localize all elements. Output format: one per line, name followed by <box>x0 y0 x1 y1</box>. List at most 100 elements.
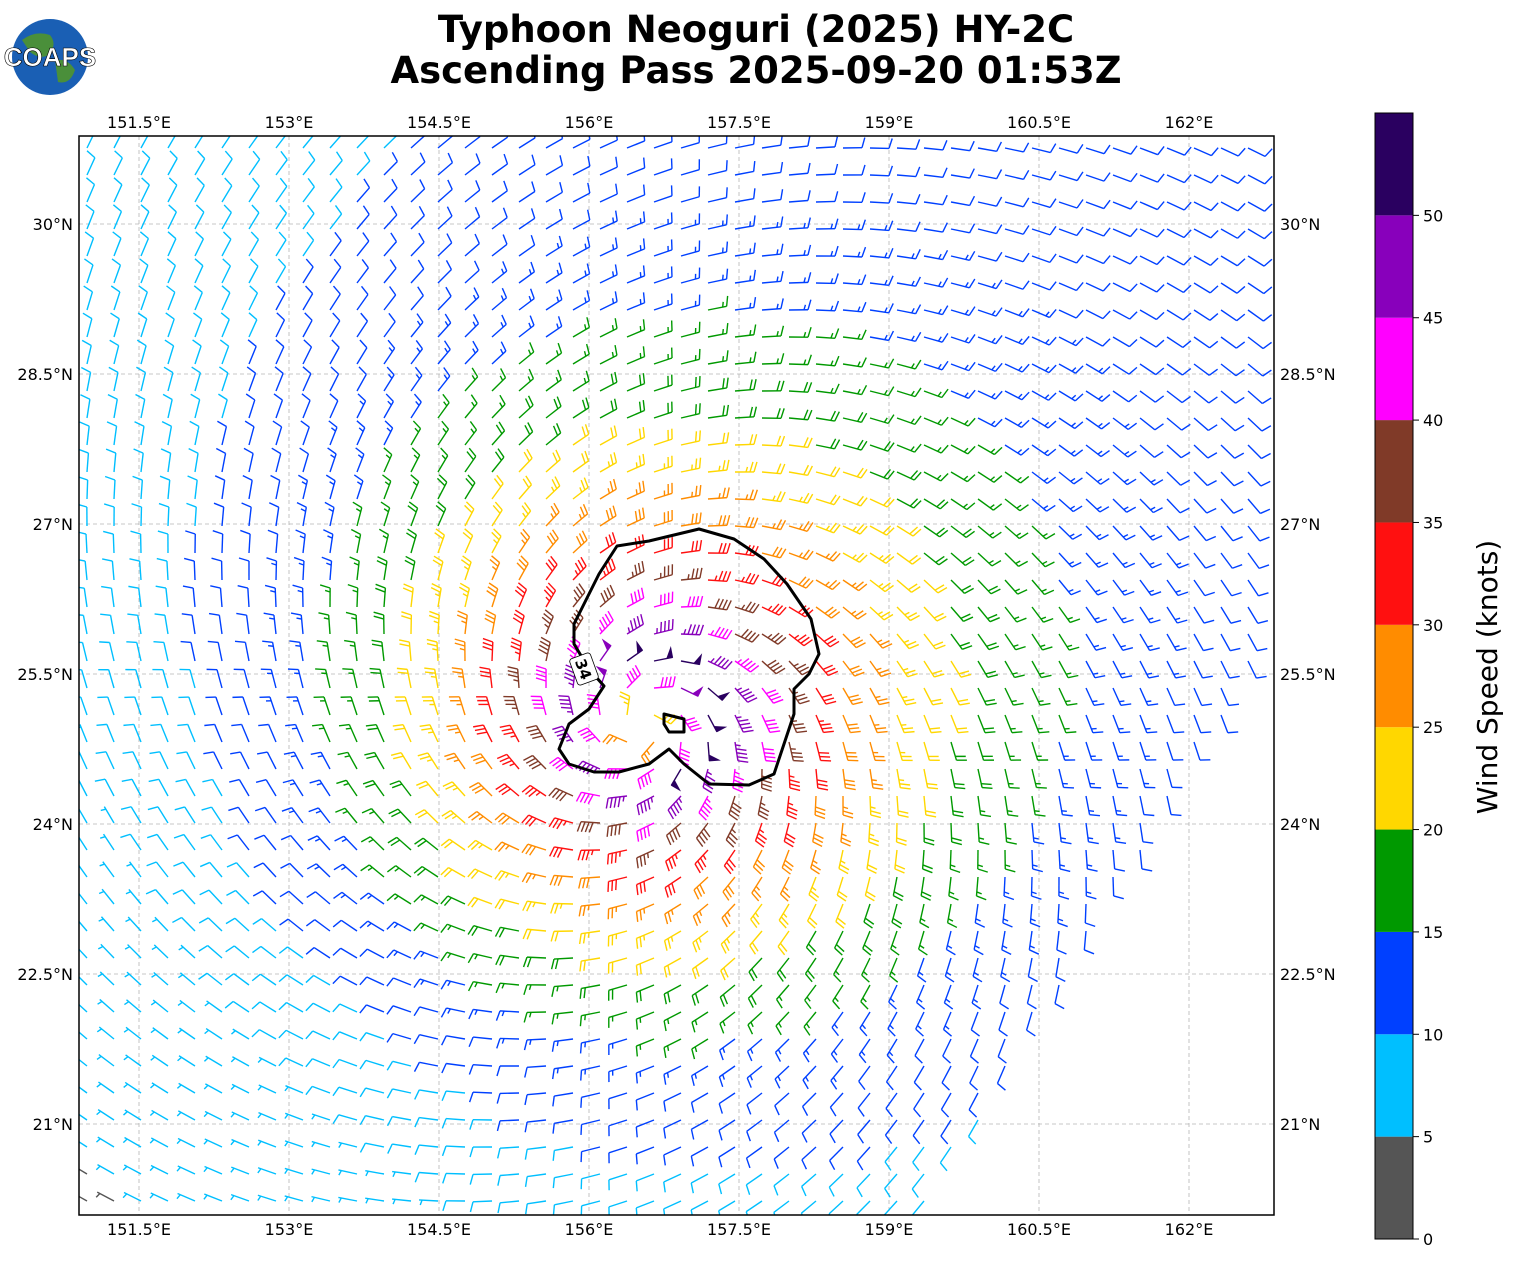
barb-half-feather <box>1097 450 1103 455</box>
wind-barb <box>707 136 728 149</box>
wind-barb <box>1004 225 1030 235</box>
barb-feather <box>357 393 367 402</box>
barb-staff <box>1004 417 1022 429</box>
barb-feather <box>112 231 122 239</box>
wind-barb <box>1004 444 1030 456</box>
barb-feather <box>466 451 475 461</box>
barb-feather <box>79 641 83 644</box>
wind-barb <box>599 156 618 176</box>
barb-staff <box>86 157 96 176</box>
barb-feather <box>1047 448 1057 457</box>
wind-barb <box>734 324 757 338</box>
barb-staff <box>788 768 791 789</box>
wind-barb <box>707 323 729 338</box>
barb-staff <box>680 385 700 392</box>
wind-barb <box>167 136 176 149</box>
barb-feather <box>468 447 477 457</box>
barb-staff <box>194 345 202 365</box>
wind-barb <box>734 379 757 392</box>
wind-barb <box>599 237 618 257</box>
barb-feather <box>475 153 481 164</box>
barb-half-feather <box>471 374 476 381</box>
barb-feather <box>365 125 370 134</box>
wind-barb <box>329 178 343 203</box>
barb-staff <box>140 238 150 257</box>
wind-barb <box>1112 444 1137 458</box>
barb-feather <box>585 397 590 408</box>
wind-barb <box>248 204 260 230</box>
barb-feather <box>1235 369 1245 377</box>
barb-staff <box>626 409 645 419</box>
barb-feather <box>198 124 205 132</box>
wind-barb <box>1220 471 1244 487</box>
barb-staff <box>599 408 618 419</box>
wind-barb <box>329 285 341 311</box>
barb-feather <box>722 378 725 389</box>
barb-staff <box>167 136 176 149</box>
wind-barb <box>139 258 149 284</box>
barb-staff <box>113 184 123 203</box>
barb-feather <box>501 314 507 325</box>
wind-barb <box>1166 255 1192 266</box>
wind-barb <box>302 136 314 149</box>
barb-half-feather <box>745 466 749 473</box>
barb-feather <box>369 667 381 671</box>
barb-staff <box>950 228 970 234</box>
barb-feather <box>780 298 784 309</box>
wind-barb <box>599 264 618 284</box>
barb-half-feather <box>803 250 806 256</box>
wind-barb <box>572 263 591 284</box>
wind-barb <box>923 388 949 399</box>
wind-barb <box>1193 174 1219 184</box>
wind-barb <box>1031 471 1057 484</box>
barb-staff <box>1247 228 1265 240</box>
barb-staff <box>491 430 506 446</box>
barb-feather <box>251 177 260 187</box>
barb-staff <box>167 345 175 365</box>
barb-staff <box>194 292 203 311</box>
barb-staff <box>626 436 645 446</box>
barb-staff <box>329 347 340 365</box>
wind-barb <box>491 180 508 203</box>
wind-barb <box>977 224 1003 235</box>
barb-half-feather <box>991 392 996 398</box>
barb-feather <box>887 442 895 452</box>
barb-half-feather <box>830 360 834 366</box>
barb-half-feather <box>611 271 615 277</box>
barb-staff <box>464 349 479 365</box>
barb-staff <box>1247 282 1265 295</box>
barb-feather <box>329 393 339 402</box>
wind-barb <box>923 444 949 454</box>
barb-feather <box>214 475 225 481</box>
wind-barb <box>1220 336 1246 349</box>
barb-half-feather <box>501 268 505 274</box>
barb-staff <box>599 327 618 338</box>
barb-feather <box>967 417 976 427</box>
wind-barb <box>572 370 590 392</box>
wind-barb <box>1058 444 1084 457</box>
barb-half-feather <box>359 400 365 406</box>
barb-half-feather <box>722 356 725 362</box>
barb-staff <box>1139 309 1157 321</box>
barb-feather <box>861 357 867 368</box>
barb-feather <box>1209 313 1219 321</box>
wind-barb <box>761 270 784 284</box>
barb-half-feather <box>268 644 274 647</box>
wind-barb <box>707 350 729 365</box>
barb-staff <box>734 416 755 419</box>
barb-feather <box>1183 174 1192 184</box>
wind-barb <box>356 312 369 338</box>
barb-feather <box>411 447 421 456</box>
barb-feather <box>195 231 204 240</box>
barb-staff <box>248 185 260 203</box>
barb-feather <box>500 368 507 378</box>
barb-feather <box>1181 423 1191 431</box>
barb-feather <box>1234 452 1245 459</box>
barb-half-feather <box>803 277 807 283</box>
barb-feather <box>1129 283 1138 293</box>
barb-feather <box>353 474 364 482</box>
wind-barb <box>1247 309 1273 322</box>
barb-staff <box>1004 147 1024 153</box>
barb-feather <box>360 312 368 322</box>
barb-staff <box>923 390 943 399</box>
